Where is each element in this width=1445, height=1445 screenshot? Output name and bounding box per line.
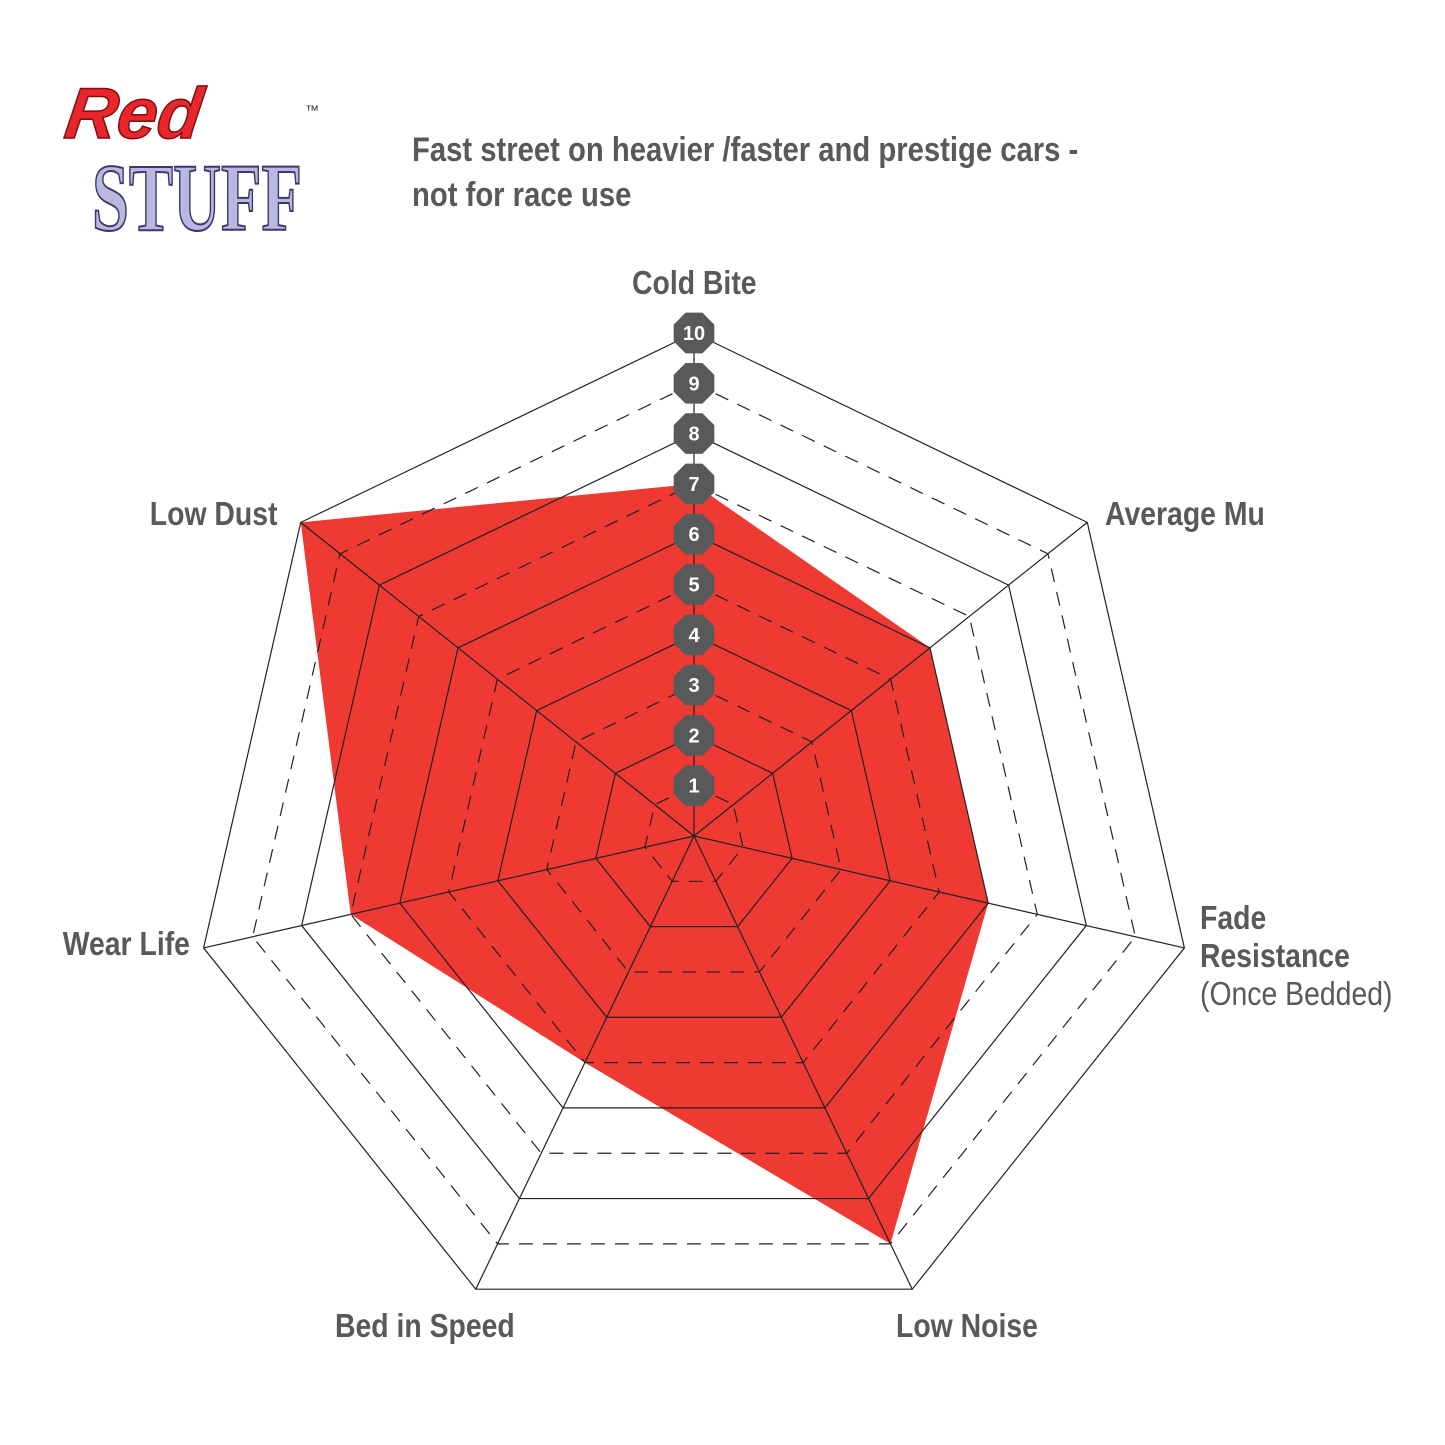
fade-label-line-2: Resistance [1200,937,1350,974]
axis-line-2 [693,521,1088,837]
tick-badge-2 [673,715,715,756]
tick-badge-5 [673,564,715,605]
tick-label-8: 8 [688,424,699,446]
axis-line-4 [693,835,913,1290]
grid-level-6 [399,533,989,1109]
grid-level-3 [546,684,842,973]
grid-level-10 [202,332,1186,1290]
fade-label-line-3: (Once Bedded) [1200,975,1393,1012]
axis-line-5 [475,835,695,1290]
chart-title: Fast street on heavier /faster and prest… [412,128,1078,218]
axis-label-low-dust: Low Dust [149,495,277,532]
grid-level-5 [448,583,940,1064]
tick-badge-9 [673,362,715,404]
tick-badge-4 [673,614,715,656]
tick-badge-8 [673,413,715,454]
tick-label-3: 3 [688,675,699,697]
tick-badge-7 [673,463,715,505]
tick-badge-1 [673,765,715,807]
grid-level-9 [252,382,1136,1245]
tick-label-4: 4 [688,625,700,647]
axis-label-low-noise: Low Noise [896,1307,1038,1344]
tick-label-7: 7 [688,474,699,496]
tick-label-9: 9 [688,373,699,395]
grid-level-4 [497,634,891,1018]
red-stuff-logo: Red STUFF ™ [60,74,319,250]
axis-line-7 [300,521,695,837]
tick-label-2: 2 [688,725,699,747]
tick-label-1: 1 [688,776,699,798]
tick-label-10: 10 [683,323,705,345]
svg-text:STUFF: STUFF [92,144,302,250]
data-area [300,483,989,1244]
grid-level-1 [644,785,744,882]
title-line-2: not for race use [412,176,632,214]
grid-level-2 [595,734,793,928]
tick-badge-6 [673,513,715,555]
tick-label-5: 5 [688,575,699,597]
axis-label-bed-in-speed: Bed in Speed [335,1307,515,1344]
tick-badge-3 [673,664,715,706]
axis-label-cold-bite: Cold Bite [632,264,757,301]
fade-label-line-1: Fade [1200,899,1267,936]
svg-text:™: ™ [305,102,319,118]
axis-line-6 [203,835,695,949]
axis-label-average-mu: Average Mu [1105,495,1265,532]
axis-line-3 [693,835,1185,949]
title-line-1: Fast street on heavier /faster and prest… [412,131,1079,169]
svg-text:Red: Red [60,74,209,154]
grid-level-8 [301,432,1087,1200]
tick-badge-10 [673,312,715,354]
grid-level-7 [350,483,1038,1154]
axis-label-wear-life: Wear Life [62,925,190,962]
axis-label-fade-resistance: Fade Resistance (Once Bedded) [1200,899,1392,1013]
tick-label-6: 6 [688,524,699,546]
